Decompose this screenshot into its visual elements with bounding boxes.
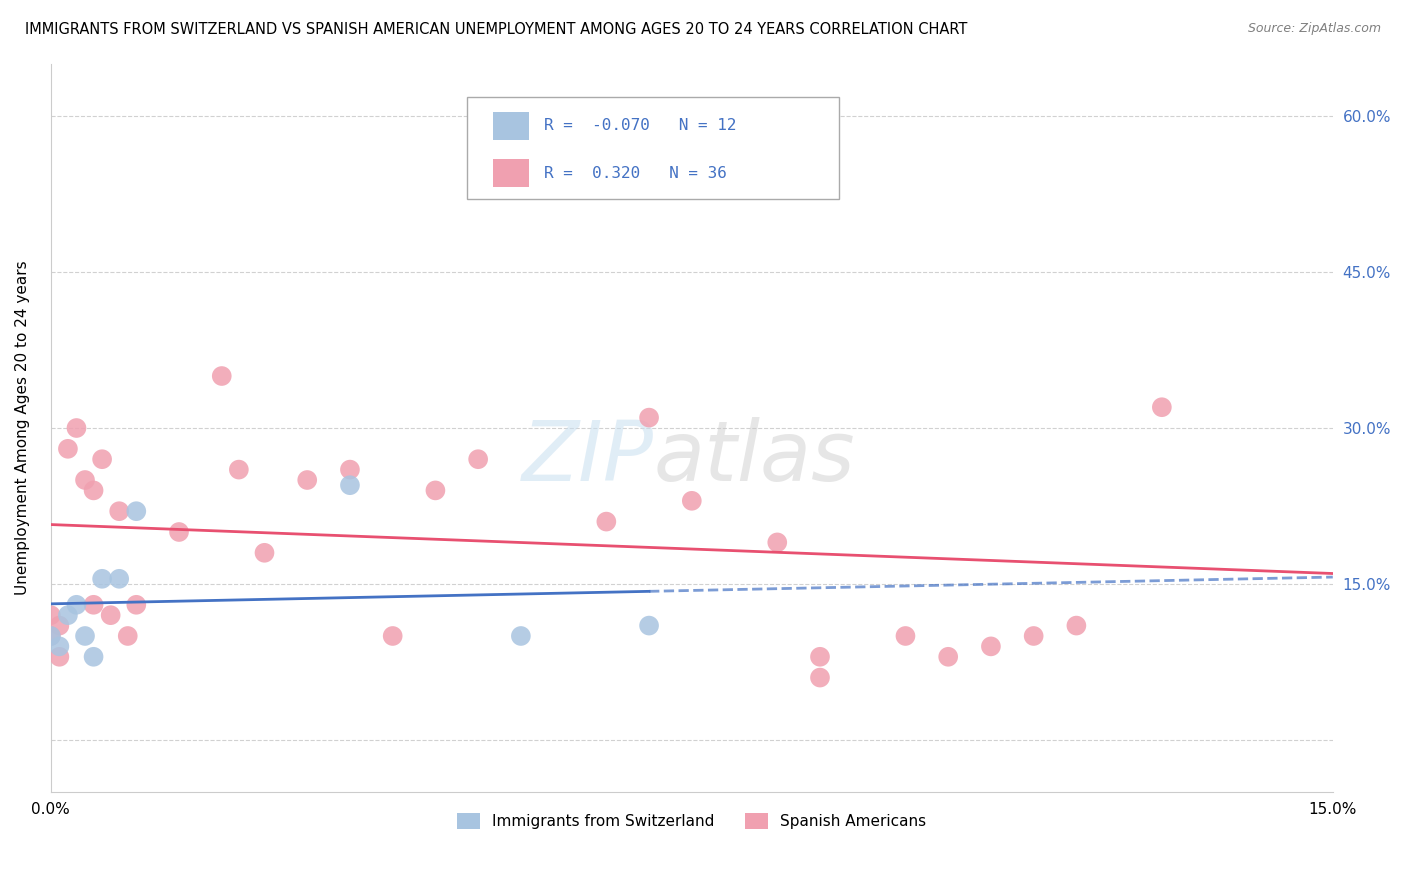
Point <box>65 421 87 435</box>
Point <box>108 572 131 586</box>
Point <box>39 629 62 643</box>
Text: IMMIGRANTS FROM SWITZERLAND VS SPANISH AMERICAN UNEMPLOYMENT AMONG AGES 20 TO 24: IMMIGRANTS FROM SWITZERLAND VS SPANISH A… <box>25 22 967 37</box>
Point <box>83 483 105 498</box>
Point <box>125 504 148 518</box>
Point <box>65 598 87 612</box>
Point <box>48 640 70 654</box>
Point <box>425 483 447 498</box>
Point <box>83 649 105 664</box>
Point <box>211 369 233 384</box>
Point <box>638 618 661 632</box>
Point <box>467 452 489 467</box>
Point <box>48 618 70 632</box>
Point <box>100 608 122 623</box>
Point <box>297 473 319 487</box>
Point <box>1022 629 1045 643</box>
Point <box>595 515 617 529</box>
Point <box>339 462 361 476</box>
FancyBboxPatch shape <box>494 112 529 140</box>
Point <box>56 608 79 623</box>
FancyBboxPatch shape <box>467 97 839 199</box>
Point <box>339 478 361 492</box>
Point <box>73 473 96 487</box>
Point <box>509 629 531 643</box>
Point <box>167 524 190 539</box>
Point <box>980 640 1002 654</box>
Point <box>228 462 250 476</box>
Point <box>83 598 105 612</box>
Text: R =  0.320   N = 36: R = 0.320 N = 36 <box>544 166 727 181</box>
Point <box>108 504 131 518</box>
Point <box>808 671 831 685</box>
Text: R =  -0.070   N = 12: R = -0.070 N = 12 <box>544 119 737 134</box>
Point <box>381 629 404 643</box>
Point <box>638 410 661 425</box>
Point <box>766 535 789 549</box>
Point <box>509 182 531 196</box>
Y-axis label: Unemployment Among Ages 20 to 24 years: Unemployment Among Ages 20 to 24 years <box>15 260 30 595</box>
Point <box>56 442 79 456</box>
Legend: Immigrants from Switzerland, Spanish Americans: Immigrants from Switzerland, Spanish Ame… <box>451 807 932 835</box>
Point <box>681 493 703 508</box>
Point <box>48 649 70 664</box>
Text: Source: ZipAtlas.com: Source: ZipAtlas.com <box>1247 22 1381 36</box>
Point <box>125 598 148 612</box>
Text: atlas: atlas <box>654 417 855 498</box>
Point <box>894 629 917 643</box>
Point <box>808 649 831 664</box>
FancyBboxPatch shape <box>494 160 529 187</box>
Point <box>1066 618 1088 632</box>
Point <box>39 608 62 623</box>
Point <box>936 649 959 664</box>
Text: ZIP: ZIP <box>522 417 654 498</box>
Point <box>39 629 62 643</box>
Point <box>1150 401 1173 415</box>
Point <box>91 452 114 467</box>
Point <box>253 546 276 560</box>
Point <box>91 572 114 586</box>
Point <box>117 629 139 643</box>
Point <box>73 629 96 643</box>
